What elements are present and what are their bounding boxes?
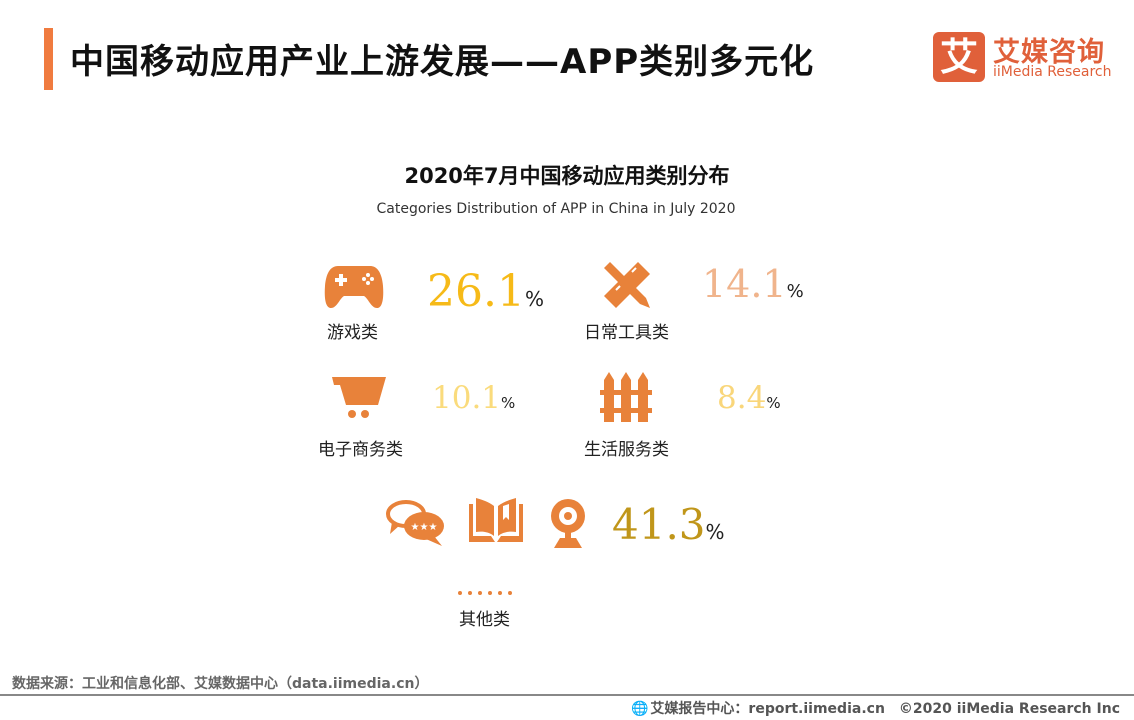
percent-unit: % xyxy=(766,394,781,412)
fence-icon xyxy=(600,372,652,422)
value-number: 10.1 xyxy=(432,380,502,416)
pencil-ruler-icon xyxy=(604,262,650,308)
iimedia-logo: 艾 艾媒咨询 iiMedia Research xyxy=(933,30,1113,84)
percent-unit: % xyxy=(524,287,544,311)
label-others: 其他类 xyxy=(459,610,510,630)
value-tools: 14.1% xyxy=(702,262,804,306)
gamepad-icon xyxy=(324,266,384,308)
shopping-cart-icon xyxy=(332,377,386,418)
open-book-icon xyxy=(469,498,523,542)
footer-divider xyxy=(0,694,1134,696)
label-games: 游戏类 xyxy=(327,323,378,343)
percent-unit: % xyxy=(786,281,804,302)
svg-text:★★★: ★★★ xyxy=(411,522,438,533)
logo-mark: 艾 xyxy=(933,32,985,82)
report-center-link[interactable]: 艾媒报告中心：report.iimedia.cn xyxy=(650,701,885,717)
value-games: 26.1% xyxy=(427,266,544,317)
chat-bubbles-icon: ★★★ xyxy=(386,500,444,546)
data-source: 数据来源：工业和信息化部、艾媒数据中心（data.iimedia.cn） xyxy=(12,676,429,692)
label-ecommerce: 电子商务类 xyxy=(318,440,403,460)
label-tools: 日常工具类 xyxy=(584,323,669,343)
title-accent-bar xyxy=(44,28,53,90)
value-number: 8.4 xyxy=(717,380,767,416)
percent-unit: % xyxy=(501,394,516,412)
value-number: 14.1 xyxy=(702,262,787,306)
copyright: ©2020 iiMedia Research Inc xyxy=(898,701,1120,717)
value-number: 26.1 xyxy=(427,266,525,317)
globe-icon: 🌐 xyxy=(630,701,649,717)
chart-title: 2020年7月中国移动应用类别分布 xyxy=(404,164,730,188)
label-life-services: 生活服务类 xyxy=(584,440,669,460)
value-ecommerce: 10.1% xyxy=(432,380,515,416)
webcam-icon xyxy=(551,499,585,548)
percent-unit: % xyxy=(705,520,725,544)
value-life-services: 8.4% xyxy=(717,380,781,416)
value-number: 41.3 xyxy=(612,500,706,549)
page-title: 中国移动应用产业上游发展——APP类别多元化 xyxy=(70,42,815,82)
ellipsis-dots xyxy=(458,580,518,599)
logo-name-en: iiMedia Research xyxy=(993,64,1112,80)
logo-name-cn: 艾媒咨询 xyxy=(993,37,1105,68)
value-others: 41.3% xyxy=(612,500,725,549)
chart-subtitle: Categories Distribution of APP in China … xyxy=(376,201,736,217)
footer: 🌐 艾媒报告中心：report.iimedia.cn ©2020 iiMedia R… xyxy=(631,698,1120,718)
